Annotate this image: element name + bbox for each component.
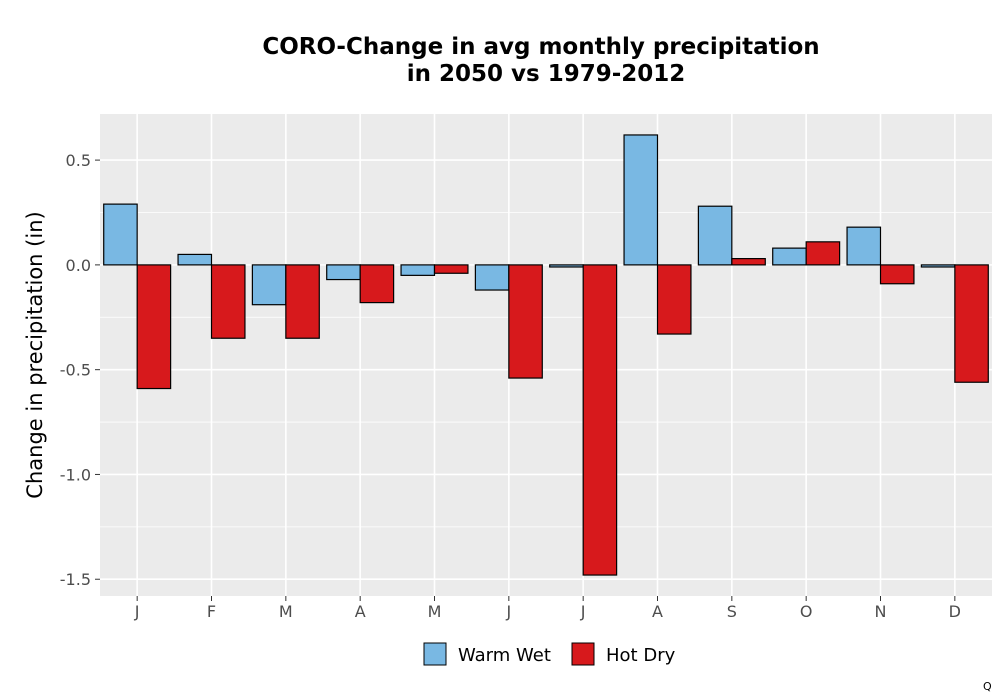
x-tick-label: J (134, 602, 140, 621)
bar-hot-dry (805, 241, 841, 266)
legend-swatch-warm-wet (423, 642, 447, 666)
plot-panel (100, 114, 992, 596)
legend-swatch-hot-dry (571, 642, 595, 666)
chart-title-line1: CORO-Change in avg monthly precipitation (262, 34, 819, 60)
bar-hot-dry (210, 264, 246, 339)
y-tick-label: 0.5 (66, 151, 91, 170)
bar-warm-wet (549, 264, 584, 268)
bar-warm-wet (400, 264, 436, 276)
x-tick-label: S (727, 602, 737, 621)
bar-hot-dry (433, 264, 469, 274)
bar-warm-wet (623, 134, 659, 266)
corner-mark: Q (983, 680, 992, 693)
bar-hot-dry (285, 264, 320, 339)
x-tick-label: F (207, 602, 216, 621)
bar-warm-wet (326, 264, 361, 281)
bar-warm-wet (846, 226, 882, 266)
x-tick-label: M (279, 602, 293, 621)
legend-label-warm-wet: Warm Wet (458, 645, 551, 666)
bar-hot-dry (656, 264, 692, 335)
y-tick-label: -1.5 (60, 570, 91, 589)
bar-warm-wet (251, 264, 287, 306)
y-axis-ticks: 0.5 0.0 -0.5 -1.0 -1.5 (60, 151, 100, 589)
x-tick-label: O (800, 602, 813, 621)
chart-title-line2: in 2050 vs 1979-2012 (407, 61, 686, 87)
x-tick-label: A (652, 602, 663, 621)
bar-hot-dry (359, 264, 395, 304)
legend-label-hot-dry: Hot Dry (606, 645, 676, 666)
legend: Warm Wet Hot Dry (423, 642, 676, 666)
bar-warm-wet (177, 253, 213, 266)
y-tick-label: -1.0 (60, 465, 91, 484)
bar-warm-wet (474, 264, 510, 291)
bar-warm-wet (772, 247, 807, 266)
bar-hot-dry (508, 264, 543, 379)
x-tick-label: N (875, 602, 887, 621)
bar-hot-dry (954, 264, 989, 383)
x-tick-label: M (428, 602, 442, 621)
y-tick-label: -0.5 (60, 361, 91, 380)
bar-warm-wet (920, 264, 956, 268)
y-tick-label: 0.0 (66, 256, 91, 275)
bar-hot-dry (582, 264, 618, 576)
bar-warm-wet (697, 205, 733, 266)
grid-lines (100, 114, 992, 596)
bar-hot-dry (731, 258, 766, 266)
bar-hot-dry (136, 264, 172, 390)
y-axis-title: Change in precipitation (in) (23, 211, 47, 498)
x-tick-label: J (580, 602, 586, 621)
bar-hot-dry (879, 264, 915, 285)
x-tick-label: A (355, 602, 366, 621)
bar-warm-wet (103, 203, 138, 266)
bars (103, 134, 989, 576)
x-tick-label: J (505, 602, 511, 621)
x-tick-label: D (949, 602, 961, 621)
